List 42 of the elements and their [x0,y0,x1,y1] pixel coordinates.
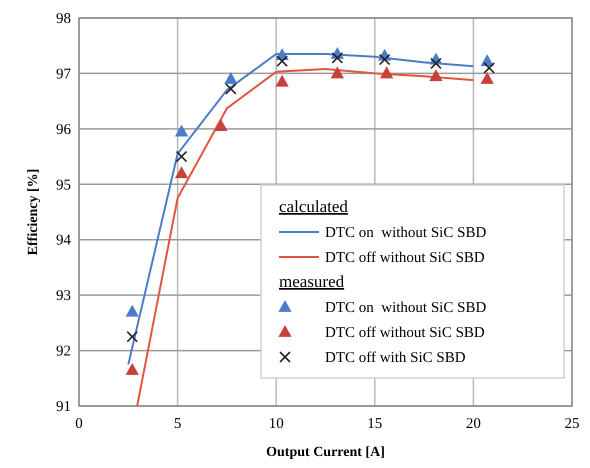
x-tick-label: 0 [75,416,83,432]
y-tick-label: 95 [56,177,71,194]
y-tick-label: 96 [56,122,72,138]
point [224,72,238,84]
point [225,83,237,95]
x-tick-label: 5 [174,416,182,432]
point [480,72,494,84]
y-tick-label: 98 [56,11,71,27]
point [174,166,188,178]
legend-label: DTC off with SiC SBD [325,350,466,366]
y-tick-label: 97 [56,66,72,82]
y-axis-title: Efficiency [%] [26,168,41,256]
y-tick-label: 91 [56,399,71,415]
point [330,66,344,78]
y-tick-label: 94 [56,232,72,249]
y-tick-label: 92 [56,344,71,360]
point [332,52,344,64]
point [176,150,188,162]
point [275,74,289,87]
x-tick-label: 15 [367,416,382,432]
point [483,62,495,74]
legend-label: DTC off without SiC SBD [325,250,485,266]
y-tick-label: 93 [56,288,71,304]
x-axis-title: Output Current [A] [266,445,385,460]
point [174,124,188,137]
annotation: calculated [279,197,348,216]
point [380,66,394,78]
x-tick-label: 25 [564,416,580,432]
point [429,69,443,82]
legend-label: DTC on without SiC SBD [325,225,486,241]
point [126,362,139,375]
point [378,54,390,66]
x-tick-label: 20 [466,416,481,432]
annotation: measured [279,272,345,291]
x-tick-label: 10 [268,416,284,432]
legend-label: DTC on without SiC SBD [325,300,486,316]
point [276,55,288,68]
point [126,304,139,317]
point [214,119,228,131]
legend-label: DTC off without SiC SBD [325,325,485,341]
point [430,58,442,70]
point [126,330,138,343]
